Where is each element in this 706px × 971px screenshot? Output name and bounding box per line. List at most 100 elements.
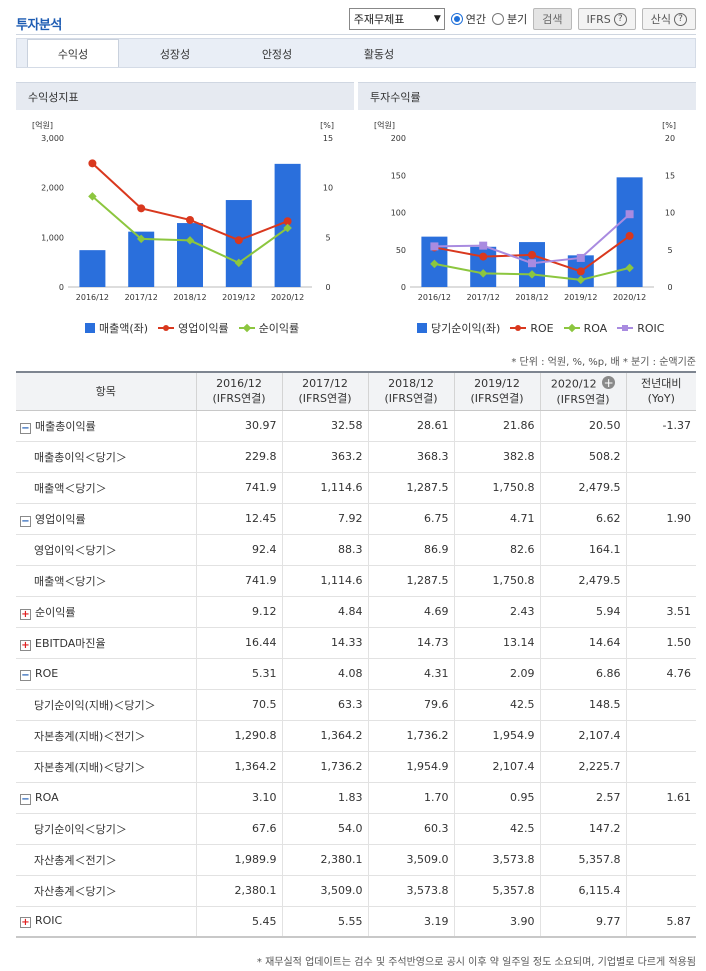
cell-yoy <box>626 875 696 907</box>
cell-yoy <box>626 441 696 473</box>
legend-swatch <box>617 323 634 333</box>
search-button[interactable]: 검색 <box>533 8 572 30</box>
cell-value: 2,107.4 <box>454 751 541 783</box>
collapse-icon[interactable]: − <box>20 515 31 527</box>
cell-value: 3,509.0 <box>282 875 369 907</box>
legend-net-income[interactable]: 당기순이익(좌) <box>417 320 500 336</box>
data-point <box>186 215 194 224</box>
cell-yoy <box>626 751 696 783</box>
row-label[interactable]: − 영업이익률 <box>16 503 197 535</box>
header-period: 2019/12 (IFRS연결) <box>454 372 541 411</box>
expand-icon[interactable]: + <box>20 608 31 620</box>
header-text: 항목 <box>95 384 116 398</box>
legend-operating-margin[interactable]: 영업이익률 <box>158 320 229 336</box>
left-tick-label: 0 <box>401 283 406 292</box>
tab-profitability[interactable]: 수익성 <box>27 39 119 67</box>
cell-value: 3.90 <box>454 906 541 938</box>
chevron-down-icon: ▼ <box>433 14 441 24</box>
profitability-chart: [억원] [%] 3,000 15 2,000 10 1,000 5 0 0 2016/12 2017… <box>32 120 334 302</box>
row-label-text: ROIC <box>35 914 63 928</box>
row-label-text: 당기순이익(지배)＜당기＞ <box>34 698 156 712</box>
data-point <box>88 159 97 168</box>
cell-value: 20.50 <box>540 410 627 442</box>
expand-icon[interactable]: + <box>20 639 31 651</box>
radio-quarter-dot[interactable] <box>492 13 505 25</box>
row-label: 자산총계＜당기＞ <box>16 875 197 907</box>
legend-swatch <box>238 323 255 333</box>
cell-value: 2.09 <box>454 658 541 690</box>
cell-value: 3.19 <box>368 906 455 938</box>
row-label[interactable]: − 매출총이익률 <box>16 410 197 442</box>
legend-net-margin[interactable]: 순이익률 <box>238 320 299 336</box>
legend-swatch <box>85 323 95 333</box>
cell-value: 3,509.0 <box>368 844 455 876</box>
radio-annual-dot[interactable] <box>450 13 463 25</box>
row-label[interactable]: − ROE <box>16 658 197 690</box>
formula-help-label: 산식 <box>650 13 671 26</box>
table-row: 매출액＜당기＞ 741.9 1,114.6 1,287.5 1,750.8 2,479.5 <box>16 472 696 504</box>
expand-icon[interactable]: + <box>20 917 31 929</box>
cell-value: 2,479.5 <box>540 472 627 504</box>
data-point <box>283 223 292 233</box>
legend-roa[interactable]: ROA <box>563 322 607 335</box>
statement-select[interactable]: 주재무제표 ▼ <box>348 8 445 30</box>
radio-annual[interactable]: 연간 <box>450 11 486 27</box>
formula-help-button[interactable]: 산식 ? <box>641 8 696 30</box>
row-label: 자본총계(지배)＜당기＞ <box>16 751 197 783</box>
tab-stability[interactable]: 안정성 <box>261 48 293 61</box>
data-point <box>625 231 634 240</box>
table-row: 당기순이익(지배)＜당기＞ 70.5 63.3 79.6 42.5 148.5 <box>16 689 696 721</box>
cell-value: 7.92 <box>282 503 369 535</box>
table-row: − ROA 3.10 1.83 1.70 0.95 2.57 1.61 <box>16 782 696 814</box>
cell-value: 368.3 <box>368 441 455 473</box>
header-text: 2018/12 <box>388 377 434 391</box>
return-legend: 당기순이익(좌) ROE ROA ROIC <box>417 320 664 336</box>
cell-value: 3,573.8 <box>368 875 455 907</box>
cell-value: 4.71 <box>454 503 541 535</box>
legend-sales[interactable]: 매출액(좌) <box>85 320 148 336</box>
legend-swatch <box>417 323 427 333</box>
header-subtext: (IFRS연결) <box>212 392 266 406</box>
row-label[interactable]: − ROA <box>16 782 197 814</box>
cell-value: 42.5 <box>454 689 541 721</box>
financial-table: 항목 2016/12 (IFRS연결) 2017/12 (IFRS연결) 2018/… <box>16 371 696 938</box>
cell-value: 54.0 <box>282 813 369 845</box>
collapse-icon[interactable]: − <box>20 793 31 805</box>
data-point <box>576 275 586 285</box>
collapse-icon[interactable]: − <box>20 422 31 434</box>
cell-value: 164.1 <box>540 534 627 566</box>
table-row: − ROE 5.31 4.08 4.31 2.09 6.86 4.76 <box>16 658 696 690</box>
table-row: 자본총계(지배)＜당기＞ 1,364.2 1,736.2 1,954.9 2,107.4… <box>16 751 696 783</box>
cell-value: 3.10 <box>196 782 283 814</box>
cell-yoy: 5.87 <box>626 906 696 938</box>
tab-growth[interactable]: 성장성 <box>159 48 191 61</box>
radio-quarter[interactable]: 분기 <box>492 11 527 27</box>
row-label-text: ROE <box>35 666 59 680</box>
header-subtext: (IFRS연결) <box>298 392 352 406</box>
cell-value: 6,115.4 <box>540 875 627 907</box>
left-axis-unit: [억원] <box>374 120 395 130</box>
cell-value: 28.61 <box>368 410 455 442</box>
row-label-text: 매출총이익률 <box>35 419 96 433</box>
cell-value: 2,107.4 <box>540 720 627 752</box>
row-label: 당기순이익＜당기＞ <box>16 813 197 845</box>
legend-roe[interactable]: ROE <box>510 322 554 335</box>
ifrs-help-button[interactable]: IFRS ? <box>577 8 636 30</box>
row-label[interactable]: + EBITDA마진율 <box>16 627 197 659</box>
cell-value: 79.6 <box>368 689 455 721</box>
collapse-icon[interactable]: − <box>20 669 31 681</box>
legend-swatch <box>510 323 527 333</box>
legend-roic[interactable]: ROIC <box>617 322 664 335</box>
cell-value: 13.14 <box>454 627 541 659</box>
data-point <box>625 210 634 219</box>
row-label[interactable]: + 순이익률 <box>16 596 197 628</box>
header-text: 2016/12 <box>216 377 262 391</box>
row-label: 자산총계＜전기＞ <box>16 844 197 876</box>
table-row: 자본총계(지배)＜전기＞ 1,290.8 1,364.2 1,736.2 1,954.9… <box>16 720 696 752</box>
row-label-text: EBITDA마진율 <box>35 636 106 650</box>
row-label[interactable]: + ROIC <box>16 906 197 938</box>
cell-value: 14.73 <box>368 627 455 659</box>
add-period-icon[interactable]: + <box>602 375 616 390</box>
tab-activity[interactable]: 활동성 <box>363 48 395 61</box>
data-point <box>479 241 488 250</box>
